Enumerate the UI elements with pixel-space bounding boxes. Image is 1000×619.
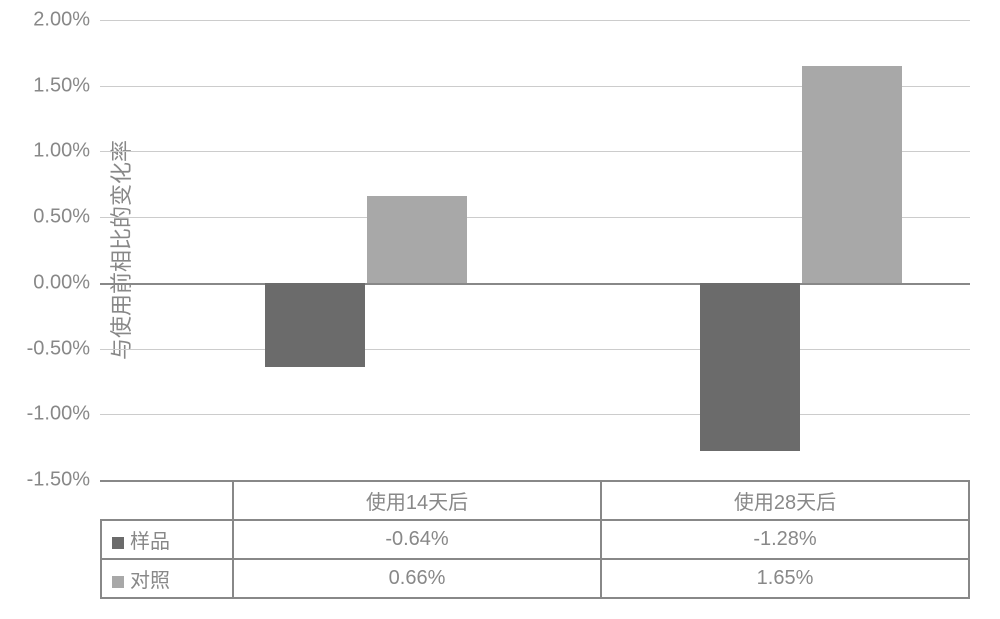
category-0: 使用14天后 [233, 481, 601, 520]
value-sample-14: -0.64% [233, 520, 601, 559]
category-1: 使用28天后 [601, 481, 969, 520]
y-tick-7: -1.50% [10, 469, 90, 492]
value-sample-28: -1.28% [601, 520, 969, 559]
plot-area [100, 20, 970, 482]
value-control-14: 0.66% [233, 559, 601, 598]
y-tick-3: 0.50% [10, 206, 90, 229]
y-tick-1: 1.50% [10, 74, 90, 97]
legend-sample-label: 样品 [130, 531, 170, 553]
legend-control-label: 对照 [130, 570, 170, 592]
legend-control: 对照 [101, 559, 233, 598]
legend-sample: 样品 [101, 520, 233, 559]
data-table: 使用14天后 使用28天后 样品 -0.64% -1.28% 对照 0.66% … [100, 480, 970, 599]
swatch-control [112, 576, 124, 588]
chart-container: 与使用前相比的变化率 2.00% 1.50% 1.00% 0.50% 0.00%… [0, 0, 1000, 619]
y-tick-5: -0.50% [10, 337, 90, 360]
y-tick-0: 2.00% [10, 9, 90, 32]
value-control-28: 1.65% [601, 559, 969, 598]
swatch-sample [112, 537, 124, 549]
y-tick-2: 1.00% [10, 140, 90, 163]
y-tick-6: -1.00% [10, 403, 90, 426]
y-tick-4: 0.00% [10, 271, 90, 294]
